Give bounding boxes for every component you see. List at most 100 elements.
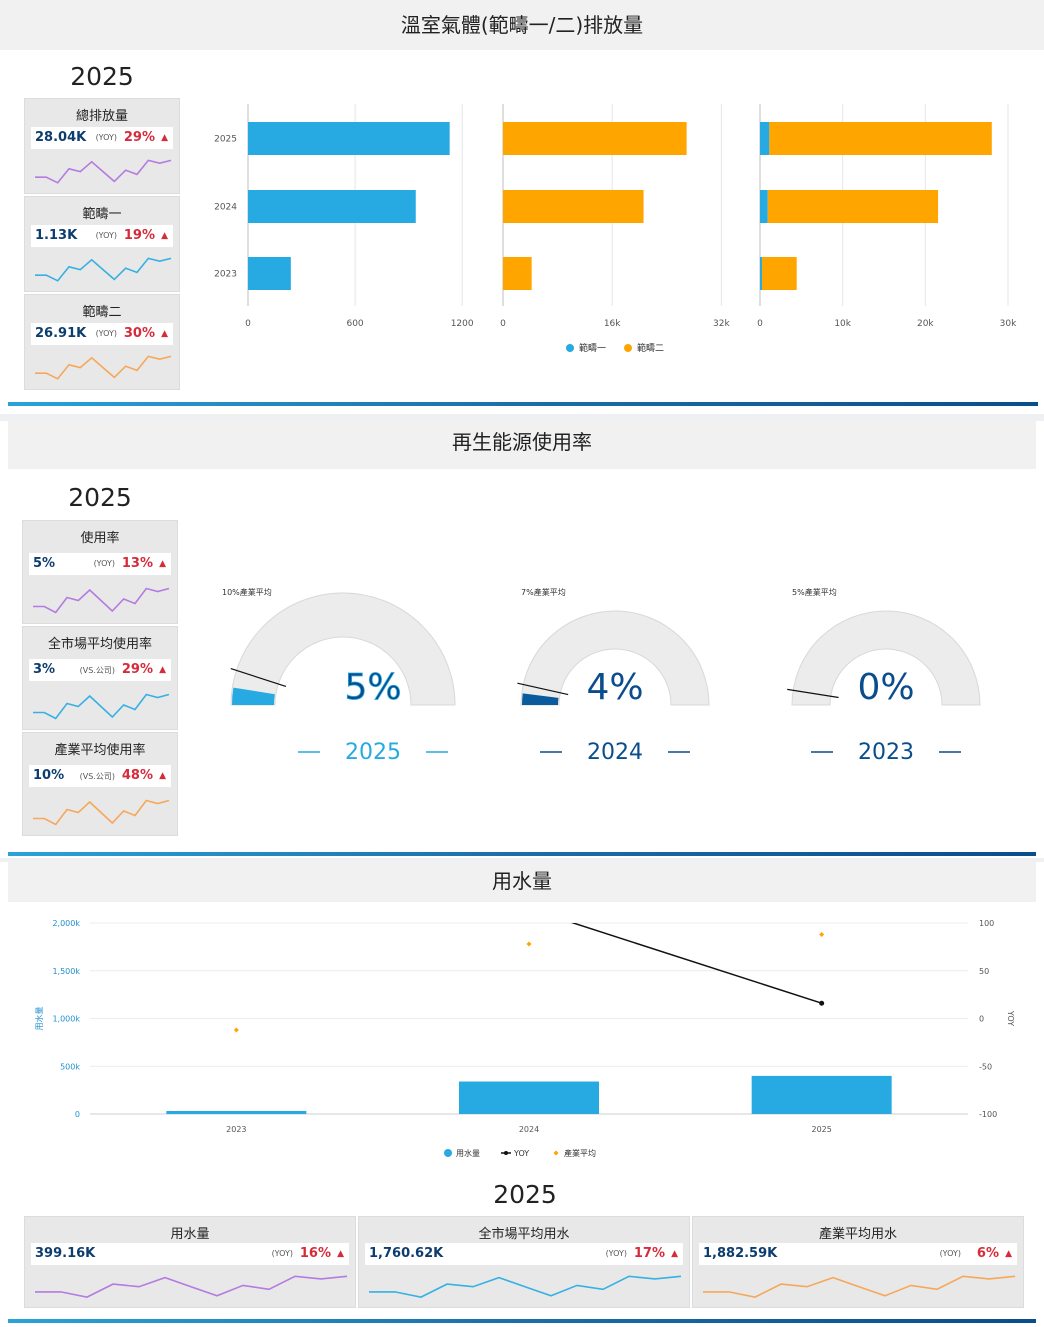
bar [248,190,416,223]
kpi-value: 1,882.59K [703,1246,778,1261]
bar [760,122,770,155]
kpi-sparkline [369,1275,682,1298]
legend-label: 範疇二 [637,342,664,354]
kpi-compare-label: (VS.公司) [79,666,115,675]
kpi-card: 全市場平均用水 1,760.62K (YOY) 17% ▲ [358,1216,690,1308]
kpi-change: 30% [123,326,155,341]
kpi-card: 全市場平均使用率 3% (VS.公司) 29% ▲ [22,626,178,730]
gauge-track [230,592,456,706]
up-arrow-icon: ▲ [159,559,166,569]
legend-label: 產業平均 [564,1148,596,1158]
y-tick-label: 2,000k [52,919,80,928]
sparkline [703,1275,1016,1298]
kpi-compare-label: (VS.公司) [79,772,115,781]
water-bar [751,1075,892,1114]
renew-divider [8,852,1036,856]
y-right-tick-label: 0 [979,1015,984,1024]
sparkline [35,355,172,380]
ghg-divider [8,402,1038,406]
kpi-compare-label: (YOY) [95,231,117,240]
up-arrow-icon: ▲ [161,133,168,143]
x-tick-label: 600 [346,319,363,329]
x-tick-label: 2025 [811,1125,831,1134]
bar [760,190,768,223]
gauge-fill [232,687,275,705]
renew-panel: 再生能源使用率 2025 使用率 5% (YOY) 13% ▲ 全市場平均使用率 3% (VS… [0,421,1044,858]
kpi-value-row: 10% (VS.公司) 48% ▲ [29,765,171,787]
kpi-name: 範疇一 [82,207,122,222]
gauge-2023: 5%產業平均 0% 2023 [787,587,981,765]
kpi-change: 6% [976,1246,999,1261]
kpi-change: 29% [121,662,153,677]
up-arrow-icon: ▲ [337,1249,344,1259]
renewable-gauges: 10%產業平均 5% 2025 7%產業平均 4% 2024 5%產業平均 0% 2023 [222,587,981,765]
kpi-card: 總排放量 28.04K (YOY) 29% ▲ [24,98,180,194]
water-plot: 0 500k 1,000k 1,500k 2,000k -100 -50 0 50 100 用水量 Y… [34,919,1015,1134]
legend-marker [553,1150,559,1156]
bar [503,257,532,290]
industry-average-label: 7%產業平均 [521,587,566,597]
yoy-point [819,1000,825,1006]
gauge-value: 0% [857,667,914,708]
ghg-chart-2: 0 16k 32k [500,104,730,329]
kpi-sparkline [35,355,172,380]
water-divider [8,1319,1036,1323]
kpi-card: 產業平均使用率 10% (VS.公司) 48% ▲ [22,732,178,836]
legend-marker [566,344,574,352]
kpi-value: 399.16K [35,1246,96,1261]
kpi-name: 用水量 [170,1227,210,1242]
kpi-value: 1,760.62K [369,1246,444,1261]
y-right-tick-label: 50 [979,967,989,976]
industry-average-label: 10%產業平均 [222,587,272,597]
gauge-year: 2023 [858,740,914,765]
legend-label: 範疇一 [579,342,606,354]
up-arrow-icon: ▲ [159,665,166,675]
kpi-value: 5% [33,556,56,571]
y-right-tick-label: -100 [979,1110,997,1119]
kpi-value: 28.04K [35,130,87,145]
y-right-tick-label: 100 [979,919,994,928]
kpi-compare-label: (YOY) [271,1249,293,1258]
kpi-value-row: 399.16K (YOY) 16% ▲ [31,1243,349,1265]
gauge-value: 4% [586,667,643,708]
bar [503,190,644,223]
kpi-compare-label: (YOY) [605,1249,627,1258]
yoy-line-group [570,923,822,1004]
kpi-change: 29% [123,130,155,145]
kpi-sparkline [33,693,170,720]
ghg-legend: 範疇一 範疇二 [566,342,664,354]
kpi-sparkline [35,159,172,184]
legend-marker [444,1149,452,1157]
x-tick-label: 2023 [226,1125,246,1134]
kpi-sparkline [35,1275,348,1298]
bar [767,190,939,223]
bar [760,257,762,290]
kpi-change: 16% [299,1246,331,1261]
kpi-value: 1.13K [35,228,78,243]
sparkline [33,587,170,614]
sparkline [33,799,170,826]
kpi-change: 48% [121,768,153,783]
kpi-sparkline [35,257,172,282]
gauge-track [791,610,981,706]
legend-label: YOY [513,1149,529,1158]
industry-marker [517,682,569,696]
renew-title: 再生能源使用率 [8,421,1036,469]
kpi-card: 用水量 399.16K (YOY) 16% ▲ [24,1216,356,1308]
water-bar [166,1111,307,1114]
kpi-name: 使用率 [80,531,120,546]
gauge-year: 2024 [587,740,643,765]
kpi-card: 使用率 5% (YOY) 13% ▲ [22,520,178,624]
kpi-change: 19% [123,228,155,243]
water-title: 用水量 [8,862,1036,902]
x-tick-label: 32k [713,319,730,329]
gauge-2024: 7%產業平均 4% 2024 [517,587,710,765]
water-panel: 用水量 0 500k 1,000k 1,500k 2,000k -100 -50 0 50 100… [0,862,1044,1327]
kpi-compare-label: (YOY) [93,559,115,568]
kpi-name: 全市場平均使用率 [47,637,152,652]
kpi-value-row: 1,760.62K (YOY) 17% ▲ [365,1243,683,1265]
y-tick-label: 2023 [214,270,237,280]
x-tick-label: 20k [917,319,934,329]
kpi-value-row: 5% (YOY) 13% ▲ [29,553,171,575]
ghg-chart-3: 0 10k 20k 30k [757,104,1017,329]
